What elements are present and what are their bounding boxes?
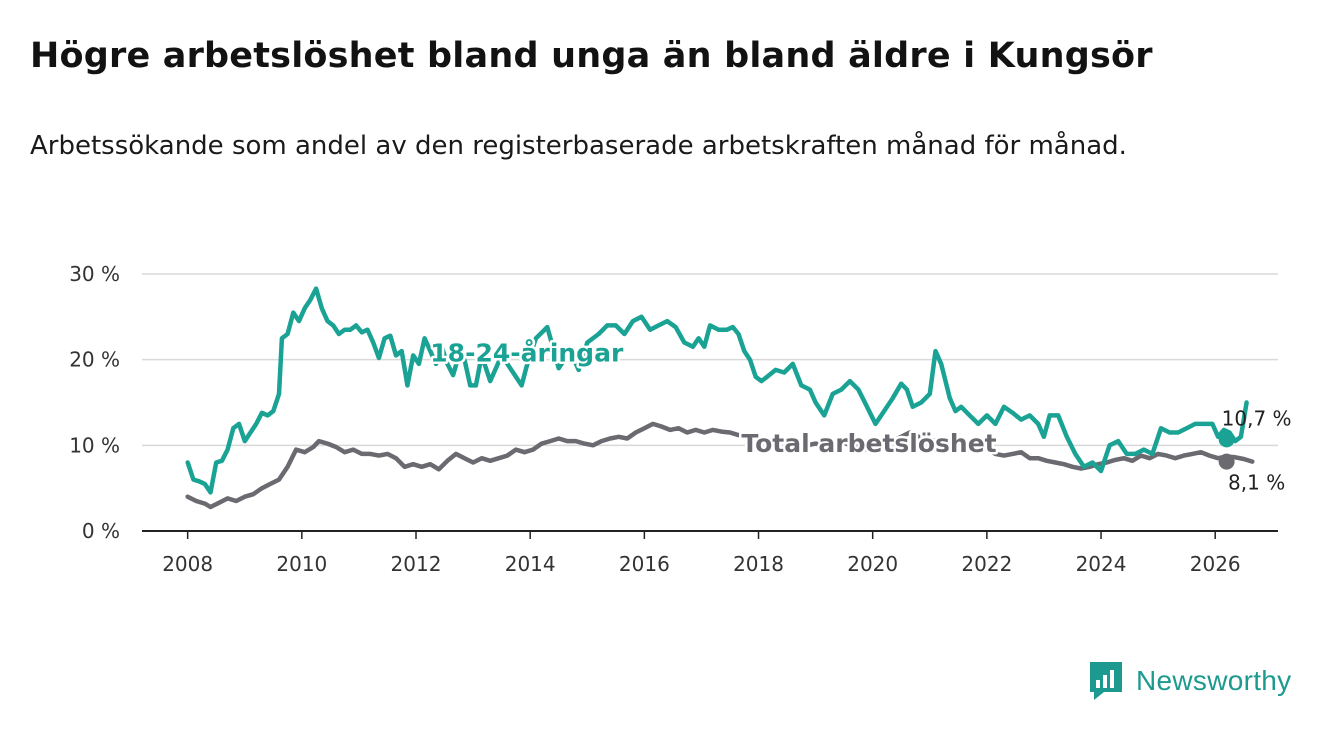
chart-subtitle: Arbetssökande som andel av den registerb… (30, 131, 1127, 161)
x-tick-label: 2008 (162, 552, 213, 576)
brand-name: Newsworthy (1136, 665, 1292, 696)
end-label-total: 8,1 % (1228, 471, 1285, 495)
x-tick-label: 2026 (1190, 552, 1241, 576)
x-tick-label: 2022 (961, 552, 1012, 576)
brand-logo: Newsworthy (1088, 660, 1291, 702)
chart-title: Högre arbetslöshet bland unga än bland ä… (30, 36, 1153, 76)
series-label-total: Total arbetslöshet (741, 429, 996, 458)
end-marker-young (1218, 431, 1235, 448)
x-tick-label: 2014 (505, 552, 556, 576)
series-label-young: 18-24-åringar (430, 339, 624, 368)
y-tick-label: 20 % (69, 348, 120, 372)
end-marker-total (1218, 453, 1235, 470)
x-tick-label: 2020 (847, 552, 898, 576)
y-tick-label: 30 % (69, 262, 120, 286)
y-axis: 0 % 10 % 20 % 30 % (69, 262, 120, 543)
x-tick-label: 2024 (1076, 552, 1127, 576)
x-tick-label: 2012 (391, 552, 442, 576)
y-tick-label: 10 % (69, 433, 120, 457)
series-line-total (185, 421, 1255, 510)
grid-lines (142, 273, 1278, 532)
end-label-young: 10,7 % (1222, 406, 1292, 430)
x-tick-label: 2010 (276, 552, 327, 576)
series-labels: 10,7 % 8,1 % 18-24-åringar Total arbetslösh… (428, 336, 1292, 495)
series-lines (185, 286, 1255, 510)
x-tick-label: 2016 (619, 552, 670, 576)
y-tick-label: 0 % (82, 519, 120, 543)
x-tick-label: 2018 (733, 552, 784, 576)
newsworthy-logo-icon (1090, 662, 1122, 700)
x-axis: 2008 2010 2012 2014 2016 2018 2020 2022 2024 2026 (162, 531, 1241, 576)
series-line-young (185, 286, 1249, 495)
